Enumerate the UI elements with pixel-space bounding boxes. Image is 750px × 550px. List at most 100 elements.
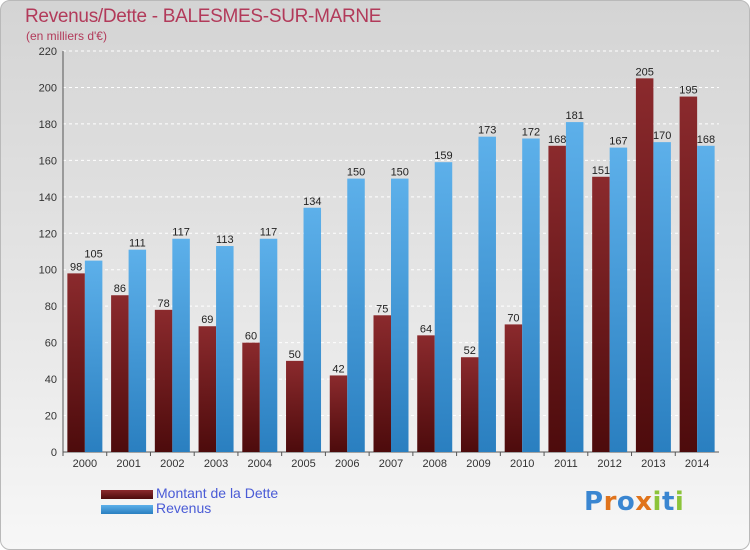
bar-revenus xyxy=(653,142,671,453)
logo-letter: x xyxy=(635,487,653,517)
legend-label-revenus: Revenus xyxy=(156,500,212,516)
bar-dette xyxy=(286,360,304,452)
value-label-revenus: 173 xyxy=(478,125,496,137)
unit-label: (en milliers d'€) xyxy=(26,29,107,43)
value-label-revenus: 172 xyxy=(522,126,540,138)
value-label-revenus: 111 xyxy=(129,238,146,250)
value-label-dette: 52 xyxy=(464,345,476,357)
value-label-revenus: 159 xyxy=(434,150,452,162)
logo-letter: r xyxy=(603,487,617,517)
bar-dette xyxy=(154,309,173,452)
bar-dette xyxy=(373,315,391,452)
value-label-dette: 78 xyxy=(157,298,169,310)
value-label-dette: 86 xyxy=(114,283,126,295)
value-label-dette: 168 xyxy=(548,134,566,146)
proxiti-logo: Proxiti xyxy=(584,487,684,517)
logo-letter: i xyxy=(652,487,662,517)
y-tick-label: 100 xyxy=(39,265,57,277)
bar-revenus xyxy=(303,207,322,452)
x-tick-label: 2005 xyxy=(291,458,315,470)
bar-revenus xyxy=(347,178,365,452)
value-label-dette: 60 xyxy=(245,331,257,343)
bar-revenus xyxy=(84,260,103,452)
bar-dette xyxy=(635,78,654,452)
x-tick-label: 2000 xyxy=(73,458,97,470)
value-label-revenus: 105 xyxy=(84,249,102,261)
bar-dette xyxy=(460,357,479,452)
value-label-revenus: 134 xyxy=(303,196,321,208)
y-tick-label: 220 xyxy=(39,46,57,58)
value-label-revenus: 117 xyxy=(260,227,278,239)
x-tick-label: 2008 xyxy=(422,458,446,470)
x-tick-label: 2004 xyxy=(248,458,272,470)
y-tick-label: 20 xyxy=(45,411,57,423)
value-label-revenus: 113 xyxy=(216,234,234,246)
y-tick-label: 0 xyxy=(51,447,57,459)
bar-dette xyxy=(242,342,260,452)
y-tick-label: 40 xyxy=(45,374,57,386)
bar-revenus xyxy=(565,122,584,452)
bar-revenus xyxy=(434,162,453,452)
x-tick-label: 2013 xyxy=(641,458,665,470)
x-tick-label: 2011 xyxy=(554,458,578,470)
bar-revenus xyxy=(522,138,540,452)
value-label-dette: 195 xyxy=(679,85,697,97)
value-label-dette: 151 xyxy=(592,165,610,177)
y-tick-label: 60 xyxy=(45,338,57,350)
bar-dette xyxy=(417,335,435,452)
value-label-revenus: 168 xyxy=(697,134,715,146)
x-tick-label: 2001 xyxy=(116,458,140,470)
bar-revenus xyxy=(216,246,234,452)
bar-dette xyxy=(548,145,566,453)
y-tick-label: 160 xyxy=(39,155,57,167)
value-label-dette: 64 xyxy=(420,323,432,335)
bar-revenus xyxy=(697,145,715,453)
value-label-dette: 70 xyxy=(507,312,519,324)
legend-swatch-revenus xyxy=(101,505,153,514)
bar-dette xyxy=(111,295,129,452)
bar-dette xyxy=(504,324,523,452)
value-label-revenus: 150 xyxy=(347,167,365,179)
logo-letter: i xyxy=(674,487,685,517)
value-label-dette: 42 xyxy=(332,363,344,375)
bar-revenus xyxy=(259,238,278,452)
bar-revenus xyxy=(609,147,628,452)
x-tick-label: 2009 xyxy=(466,458,490,470)
value-label-dette: 205 xyxy=(635,66,653,78)
x-tick-label: 2006 xyxy=(335,458,359,470)
x-tick-label: 2014 xyxy=(685,458,709,470)
y-tick-label: 120 xyxy=(39,228,57,240)
bar-revenus xyxy=(128,249,147,452)
value-label-revenus: 181 xyxy=(566,110,584,122)
logo-letter: t xyxy=(661,487,675,517)
value-label-dette: 98 xyxy=(70,261,82,273)
bar-revenus xyxy=(391,178,409,452)
value-label-dette: 75 xyxy=(376,303,388,315)
x-tick-label: 2010 xyxy=(510,458,534,470)
value-label-revenus: 117 xyxy=(172,227,190,239)
x-tick-label: 2002 xyxy=(160,458,184,470)
chart-title: Revenus/Dette - BALESMES-SUR-MARNE xyxy=(25,6,382,27)
x-tick-label: 2012 xyxy=(597,458,621,470)
y-tick-label: 200 xyxy=(39,82,57,94)
x-tick-label: 2003 xyxy=(204,458,228,470)
y-tick-label: 80 xyxy=(45,301,57,313)
value-label-revenus: 170 xyxy=(653,130,671,142)
logo-letter: o xyxy=(616,487,636,517)
bar-dette xyxy=(592,176,610,452)
bar-dette xyxy=(329,375,348,452)
y-tick-label: 180 xyxy=(39,119,57,131)
bar-revenus xyxy=(478,136,496,452)
value-label-revenus: 167 xyxy=(609,136,627,148)
bar-dette xyxy=(679,96,698,453)
bar-dette xyxy=(198,326,217,452)
logo-letter: P xyxy=(584,487,604,517)
bar-dette xyxy=(67,273,85,452)
y-tick-label: 140 xyxy=(39,192,57,204)
value-label-dette: 50 xyxy=(289,349,301,361)
legend-label-dette: Montant de la Dette xyxy=(156,485,279,501)
bar-revenus xyxy=(172,238,190,452)
value-label-revenus: 150 xyxy=(391,167,409,179)
